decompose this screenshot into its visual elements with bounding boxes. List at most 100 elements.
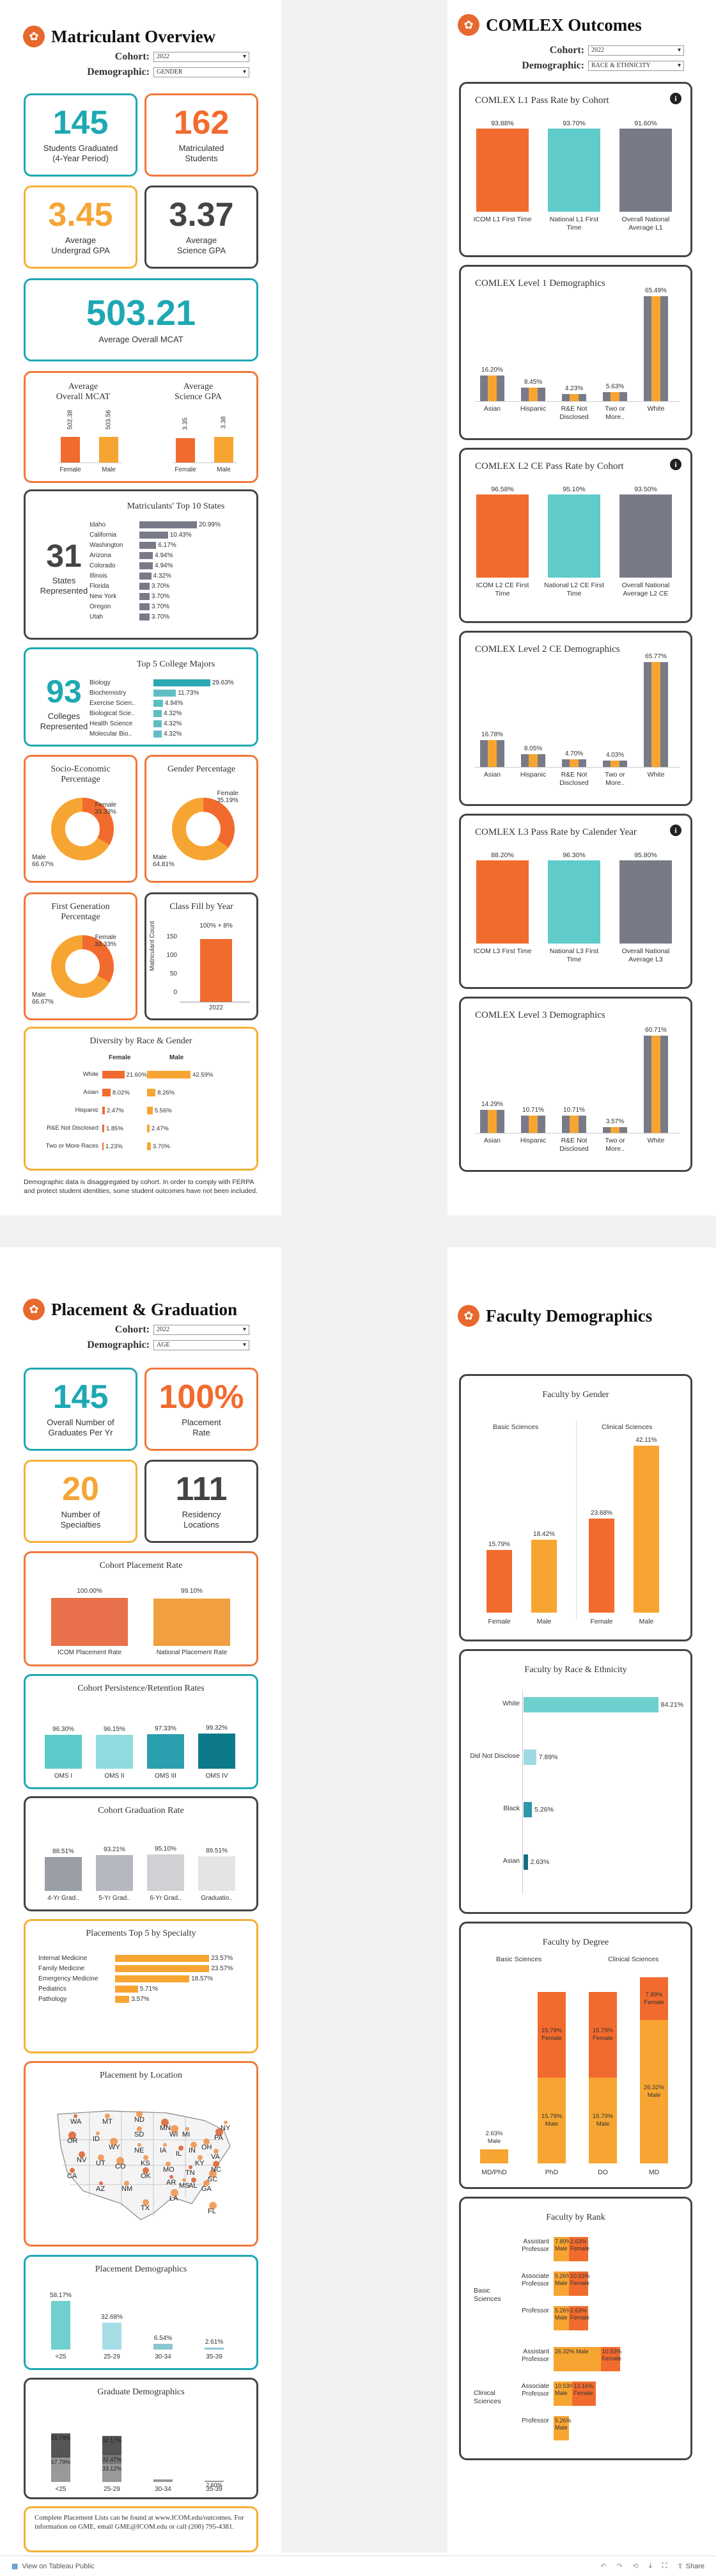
icom-placement-bar [51, 1598, 128, 1646]
placement-dot[interactable] [143, 2199, 149, 2206]
view-on-tableau-link[interactable]: View on Tableau Public [22, 2562, 95, 2570]
placement-dot[interactable] [203, 2180, 210, 2186]
placement-dot[interactable] [209, 2202, 217, 2209]
placement-dot[interactable] [224, 2121, 228, 2124]
bar-value: 10.71% [522, 1107, 544, 1114]
row-bar [139, 521, 197, 528]
bar-value: 99.32% [206, 1725, 228, 1732]
placement-dot[interactable] [96, 2131, 100, 2135]
female-bar [102, 1142, 104, 1150]
placement-dot[interactable] [161, 2119, 169, 2126]
download-icon[interactable]: ⤓ [648, 2562, 652, 2570]
row-value: 4.32% [153, 572, 171, 580]
placement-dot[interactable] [137, 2143, 141, 2147]
sci-male-bar [214, 437, 233, 462]
placement-dot[interactable] [143, 2155, 148, 2160]
placement-dot[interactable] [163, 2143, 167, 2147]
placement-dot[interactable] [98, 2154, 104, 2161]
placement-dot[interactable] [215, 2128, 223, 2136]
graduation-bars: 88.51% 4-Yr Grad.. 93.21% 5-Yr Grad.. 95.10%… [26, 1798, 260, 1913]
info-icon[interactable]: i [670, 825, 681, 836]
placement-dot[interactable] [171, 2189, 178, 2197]
firstgen-donut [51, 935, 114, 998]
undo-icon[interactable]: ↶ [600, 2563, 607, 2570]
placement-demographic-select[interactable]: AGE ▾ [153, 1340, 249, 1350]
placement-dot[interactable] [182, 2178, 186, 2182]
demographic-filter[interactable]: Demographic: GENDER ▾ [64, 67, 249, 78]
bar-label: Hispanic [520, 771, 547, 778]
info-icon[interactable]: i [670, 93, 681, 104]
placement-dot[interactable] [74, 2114, 77, 2118]
info-icon[interactable]: i [670, 459, 681, 470]
placement-demographic-filter[interactable]: Demographic: AGE ▾ [64, 1339, 249, 1351]
row-bar [115, 1975, 190, 1982]
placement-dot[interactable] [171, 2125, 178, 2133]
demographic-select[interactable]: GENDER ▾ [153, 67, 249, 77]
placement-dot[interactable] [70, 2168, 75, 2173]
redo-icon[interactable]: ↷ [616, 2563, 623, 2570]
placement-dot[interactable] [191, 2142, 197, 2148]
placement-dot[interactable] [124, 2181, 129, 2186]
v-bar [96, 1735, 133, 1769]
placement-dot[interactable] [213, 2161, 219, 2167]
bar-label: Male [639, 1618, 654, 1625]
placement-dot[interactable] [137, 2126, 142, 2131]
gender-bar [634, 1445, 659, 1613]
bar-label: White [647, 405, 665, 413]
placement-dot[interactable] [189, 2165, 192, 2169]
placement-cohort-select[interactable]: 2022 ▾ [153, 1325, 249, 1335]
row-value: 6.17% [158, 541, 176, 549]
usa-map[interactable]: WA MT ND OR ID SD NV WY NE CA UT CO AZ NM TX MN IA MO OK LA… [51, 2101, 237, 2223]
bar-value: 16.20% [481, 366, 503, 374]
male-bar [146, 1107, 153, 1114]
placement-dot[interactable] [209, 2170, 217, 2177]
card-title: COMLEX Level 3 Demographics [475, 1010, 605, 1020]
placement-dot[interactable] [191, 2177, 196, 2183]
share-button[interactable]: Share [685, 2562, 704, 2570]
comlex-cohort-filter[interactable]: Cohort: 2022 ▾ [531, 45, 684, 56]
placement-dot[interactable] [110, 2138, 118, 2145]
male-value: 15.79% [541, 2112, 563, 2120]
cohort-select[interactable]: 2022 ▾ [153, 52, 249, 62]
placement-dot[interactable] [198, 2155, 203, 2160]
bar-value: 93.50% [634, 486, 657, 493]
demo-bar [529, 1116, 538, 1133]
comlex-demographic-filter[interactable]: Demographic: RACE & ETHNICITY ▾ [499, 60, 684, 72]
placement-dot[interactable] [136, 2111, 143, 2117]
placement-dot[interactable] [185, 2127, 189, 2131]
placement-dot[interactable] [116, 2157, 124, 2165]
bar-value: 16.78% [481, 731, 503, 739]
comlex-cohort-select[interactable]: 2022 ▾ [588, 45, 684, 56]
bar-value: 10.71% [563, 1107, 585, 1114]
male-seg: 5.26% Male [554, 2306, 572, 2330]
share-icon[interactable]: ⇪ [677, 2563, 683, 2570]
bar-label: Asian [483, 1137, 501, 1144]
bar-label: 25-29 [104, 2486, 120, 2493]
placement-dot[interactable] [169, 2175, 173, 2179]
placement-dot[interactable] [203, 2138, 210, 2145]
placement-dot[interactable] [68, 2131, 76, 2139]
placement-cohort-filter[interactable]: Cohort: 2022 ▾ [96, 1324, 249, 1336]
list-row: Washington 6.17% [90, 540, 256, 550]
placement-dot[interactable] [178, 2145, 183, 2151]
male-seg: 10.53% Male [554, 2382, 575, 2406]
comlex-demographic-select[interactable]: RACE & ETHNICITY ▾ [588, 61, 684, 71]
placement-dot[interactable] [79, 2151, 85, 2158]
state-label: NM [121, 2185, 132, 2193]
female-value: 15.79% [541, 2027, 563, 2034]
female-label: Female [593, 2034, 613, 2042]
placement-dot[interactable] [99, 2181, 103, 2185]
placement-dot[interactable] [214, 2149, 219, 2154]
cohort-filter[interactable]: Cohort: 2022 ▾ [96, 51, 249, 63]
revert-icon[interactable]: ⟲ [632, 2563, 639, 2570]
placement-dot[interactable] [105, 2114, 110, 2119]
row-label: Utah [90, 613, 104, 620]
placement-dot[interactable] [166, 2161, 171, 2167]
state-label: UT [96, 2160, 105, 2167]
placement-dot[interactable] [143, 2167, 149, 2174]
fullscreen-icon[interactable]: ⛶ [662, 2562, 667, 2570]
female-seg [640, 1977, 668, 2021]
v-bar [198, 1734, 235, 1769]
stack-seg [205, 2481, 224, 2482]
state-label: TN [185, 2169, 195, 2177]
